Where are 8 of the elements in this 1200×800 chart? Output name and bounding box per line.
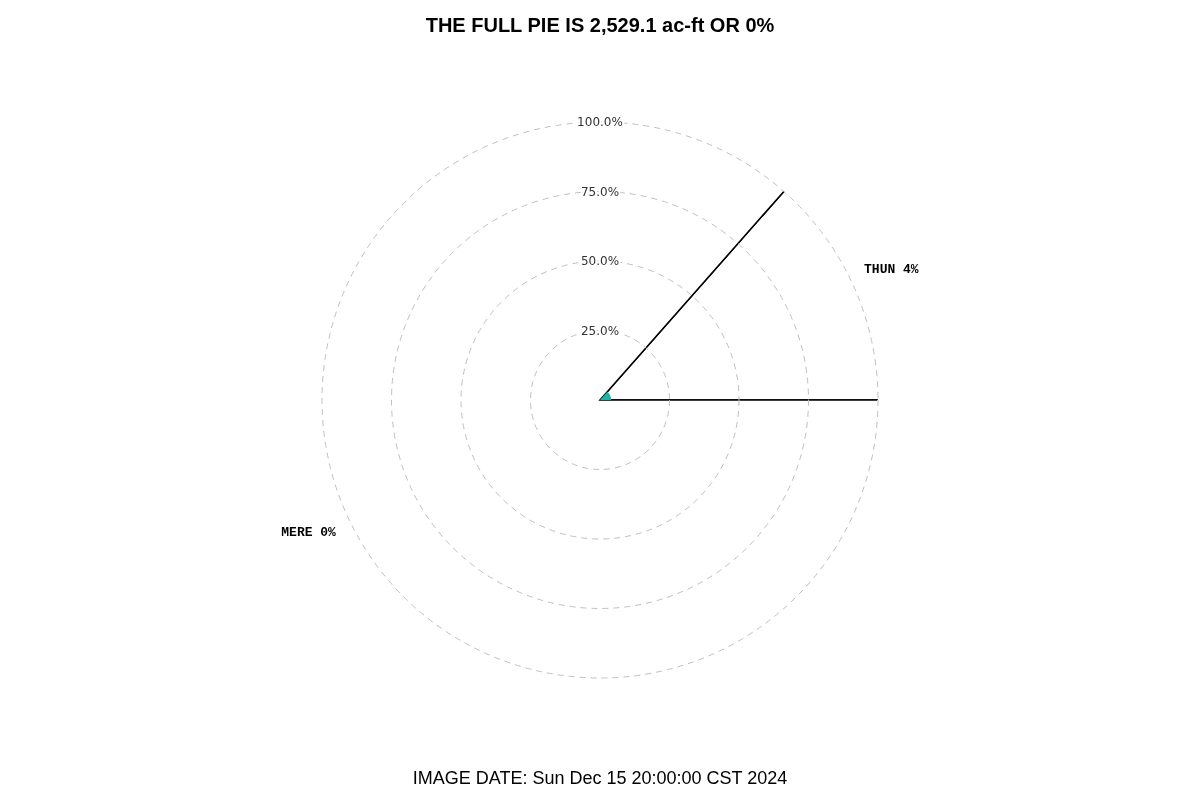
chart-title: THE FULL PIE IS 2,529.1 ac-ft OR 0% xyxy=(425,14,775,36)
slice-label: MERE 0% xyxy=(281,525,337,541)
text: 100.0% xyxy=(577,115,623,130)
text: 75.0% xyxy=(580,184,620,199)
text: IMAGE DATE: Sun Dec 15 20:00:00 CST 2024 xyxy=(412,768,788,788)
slice-label: THUN 4% xyxy=(864,261,919,277)
text: 25.0% xyxy=(580,323,620,338)
text: 50.0% xyxy=(580,254,620,269)
